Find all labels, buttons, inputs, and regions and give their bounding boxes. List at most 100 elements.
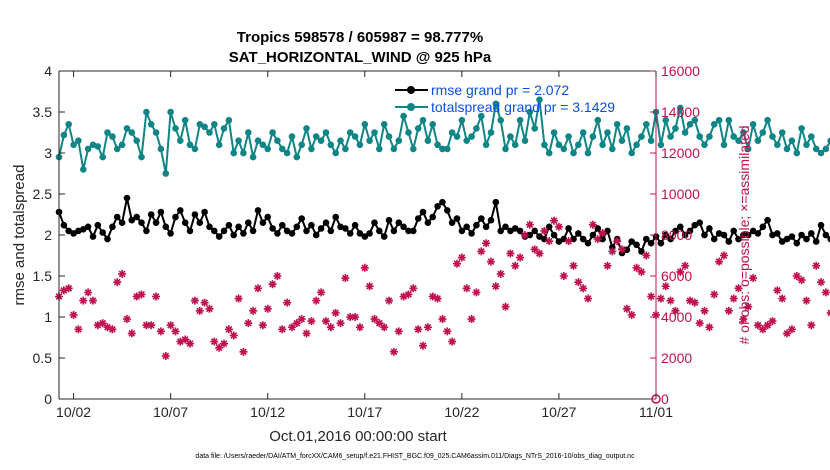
data-point <box>453 133 461 140</box>
assimilated-obs-point <box>540 226 549 235</box>
data-point <box>579 235 587 243</box>
assimilated-obs-point <box>569 261 578 270</box>
data-point <box>526 108 534 116</box>
assimilated-obs-point <box>88 296 97 305</box>
data-point <box>405 227 412 235</box>
assimilated-obs-point <box>516 253 525 262</box>
data-point <box>788 137 796 144</box>
data-point <box>65 227 72 235</box>
data-point <box>162 223 170 231</box>
data-point <box>735 137 742 144</box>
data-point <box>366 230 373 237</box>
legend-totalspread-marker <box>407 103 415 111</box>
data-point <box>376 145 383 153</box>
y-right-tick-label: 2000 <box>661 350 692 366</box>
data-point <box>550 231 558 239</box>
data-point <box>492 198 500 206</box>
assimilated-obs-point <box>535 249 544 258</box>
data-point <box>599 141 606 149</box>
assimilated-obs-point <box>700 306 709 315</box>
data-point <box>740 231 747 239</box>
data-point <box>584 149 592 157</box>
data-point <box>822 145 830 153</box>
data-point <box>473 221 480 229</box>
data-point <box>293 153 301 161</box>
data-point <box>502 145 509 153</box>
assimilated-obs-point <box>661 282 670 291</box>
data-point <box>249 227 257 235</box>
data-point <box>560 145 568 153</box>
x-tick-label: 11/01 <box>639 404 673 420</box>
data-point <box>448 219 456 226</box>
y-tick-label: 2.5 <box>33 186 53 202</box>
data-point <box>269 129 276 136</box>
assimilated-obs-point <box>724 306 733 315</box>
data-point <box>599 235 606 243</box>
data-point <box>774 230 781 237</box>
data-point <box>172 125 179 132</box>
assimilated-obs-point <box>98 319 107 328</box>
data-point <box>123 125 131 132</box>
data-point <box>264 145 272 153</box>
x-tick-label: 10/07 <box>153 404 188 420</box>
data-file-footnote: data file: /Users/raeder/DAI/ATM_forcXX/… <box>195 453 635 460</box>
assimilated-obs-point <box>234 294 243 303</box>
assimilated-obs-point <box>79 296 88 305</box>
data-point <box>133 213 140 221</box>
data-point <box>225 116 233 124</box>
data-point <box>181 116 189 124</box>
assimilated-obs-point <box>506 249 515 258</box>
assimilated-obs-point <box>156 327 165 336</box>
data-point <box>579 129 587 136</box>
data-point <box>118 141 126 149</box>
assimilated-obs-point <box>64 284 73 293</box>
data-point <box>128 216 136 224</box>
data-point <box>468 133 475 140</box>
assimilated-obs-point <box>603 261 612 270</box>
assimilated-obs-point <box>297 315 306 324</box>
data-point <box>84 145 92 153</box>
data-point <box>419 116 427 124</box>
data-point <box>531 125 538 132</box>
data-point <box>497 227 505 235</box>
data-point <box>123 194 131 202</box>
chart-subtitle: SAT_HORIZONTAL_WIND @ 925 hPa <box>229 49 492 66</box>
data-point <box>434 141 441 149</box>
assimilated-obs-point <box>642 251 651 260</box>
data-point <box>647 137 655 144</box>
assimilated-obs-point <box>152 292 161 301</box>
data-point <box>274 230 281 237</box>
data-point <box>812 238 820 245</box>
data-point <box>545 149 553 157</box>
data-point <box>186 227 194 235</box>
assimilated-obs-point <box>171 327 180 336</box>
assimilated-obs-point <box>147 321 156 330</box>
data-point <box>380 233 388 240</box>
data-point <box>555 141 563 149</box>
data-point <box>778 129 786 136</box>
data-point <box>647 239 655 247</box>
data-point <box>181 219 189 226</box>
data-point <box>118 219 126 226</box>
legend: rmse grand pr = 2.072 totalspread grand … <box>395 82 615 115</box>
data-point <box>235 137 242 144</box>
data-point <box>283 149 291 157</box>
data-point <box>322 129 330 136</box>
data-point <box>725 116 733 124</box>
data-point <box>346 129 354 136</box>
data-point <box>827 235 830 243</box>
data-point <box>817 149 825 157</box>
data-point <box>463 137 471 144</box>
assimilated-obs-point <box>321 317 330 326</box>
y-tick-label: 1 <box>44 309 52 325</box>
assimilated-obs-point <box>389 347 398 356</box>
data-point <box>332 149 340 157</box>
assimilated-obs-point <box>763 321 772 330</box>
assimilated-obs-point <box>501 302 510 311</box>
data-point <box>710 235 718 243</box>
assimilated-obs-point <box>341 274 350 283</box>
axes: 0 0.5 1 1.5 2 2.5 3 3.5 4 0 2000 4000 6000 8000 10000 1… <box>33 63 701 420</box>
data-point <box>463 223 471 231</box>
assimilated-obs-point <box>491 282 500 291</box>
assimilated-obs-point <box>127 329 136 338</box>
